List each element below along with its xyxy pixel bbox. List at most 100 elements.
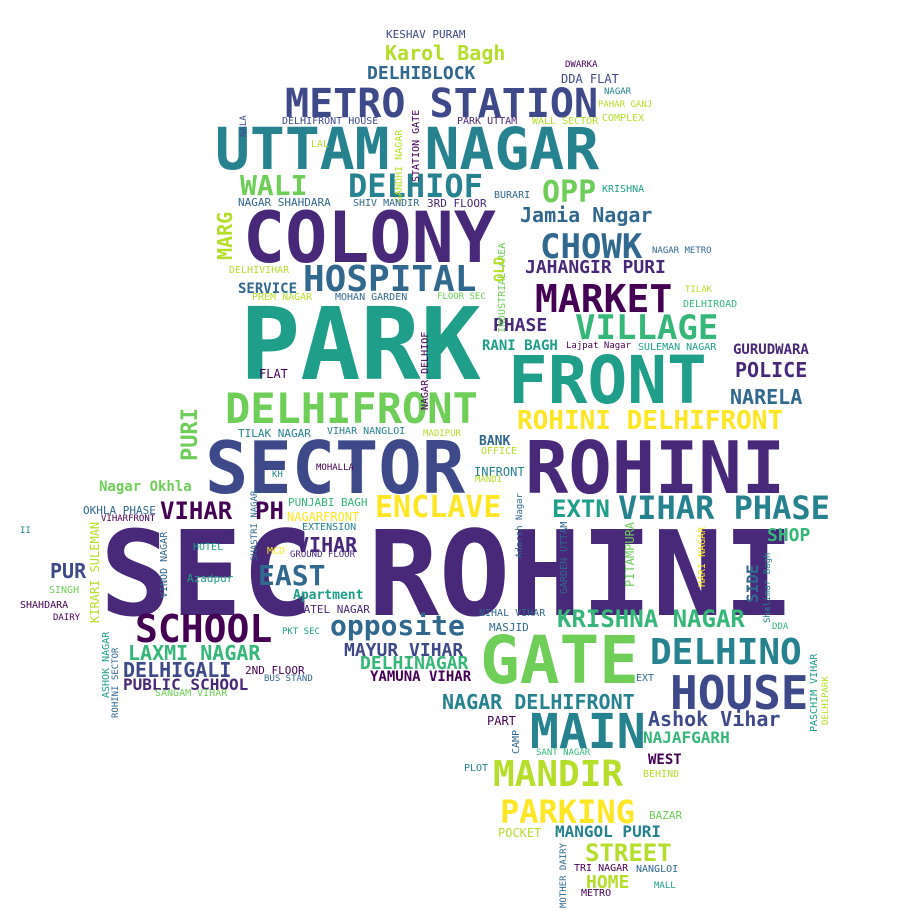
- word-gate: GATE: [480, 622, 639, 699]
- word-okhla-phase: OKHLA PHASE: [83, 504, 156, 517]
- word-nagarfront: NAGARFRONT: [287, 510, 360, 524]
- word-hari-nagar: HARI NAGAR: [697, 526, 708, 587]
- word-police: POLICE: [735, 358, 808, 382]
- word-puri-vertical: PURI: [178, 407, 203, 461]
- word-infront: INFRONT: [474, 465, 525, 479]
- word-gandhi-nagar: GANDHI NAGAR: [394, 129, 405, 202]
- word-delhifront-house: DELHIFRONT HOUSE: [282, 116, 379, 127]
- word-hospital: HOSPITAL: [303, 259, 477, 300]
- word-delhivihar: DELHIVIHAR: [229, 265, 290, 276]
- word-shalimar-bagh: Shalimar Bagh: [763, 552, 773, 624]
- word-ii: II: [20, 526, 31, 536]
- word-bank: BANK: [479, 434, 511, 449]
- word-office: OFFICE: [481, 446, 518, 457]
- word-kirari-suleman: KIRARI SULEMAN: [88, 521, 102, 623]
- word-school: SCHOOL: [135, 607, 273, 651]
- word-east: EAST: [258, 559, 326, 592]
- word-delhiof: DELHIOF: [348, 167, 483, 205]
- word-phase: PHASE: [493, 315, 548, 336]
- word-mother-dairy: MOTHER DAIRY: [559, 842, 569, 908]
- word-dairy: DAIRY: [53, 613, 81, 623]
- word-adarsh-nagar: Adarsh Nagar: [515, 492, 525, 558]
- word-paschim-vihar: PASCHIM VIHAR: [809, 653, 820, 732]
- word-rani-bagh: RANI BAGH: [482, 338, 558, 354]
- word-apartment: Apartment: [293, 588, 364, 603]
- word-village: VILLAGE: [575, 308, 719, 348]
- word-delhiroad: DELHIROAD: [683, 299, 738, 310]
- word-ashok-vihar: Ashok Vihar: [648, 707, 781, 731]
- word-shahdara: SHAHDARA: [20, 600, 69, 611]
- word-burari: BURARI: [494, 190, 531, 201]
- word-tilak: TILAK: [685, 285, 713, 295]
- word-delhifront: DELHIFRONT: [225, 384, 478, 433]
- word-lal: LAL: [311, 139, 330, 150]
- word-nagar-metro: NAGAR METRO: [652, 246, 712, 256]
- word-public-school: PUBLIC SCHOOL: [123, 675, 249, 694]
- word-sant-nagar: SANT NAGAR: [536, 748, 591, 758]
- word-rohini-delhifront: ROHINI DELHIFRONT: [517, 406, 784, 436]
- word-vihar-nangloi: VIHAR NANGLOI: [327, 426, 406, 437]
- word-dwarka: DWARKA: [565, 60, 598, 70]
- word-kh: KH: [272, 470, 283, 480]
- word-keshav-puram: KESHAV PURAM: [386, 28, 466, 41]
- word-vihar-2: VIHAR: [297, 533, 358, 557]
- word-viharfront: VIHARFRONT: [101, 514, 156, 524]
- word-rohini-sector: ROHINI SECTOR: [111, 647, 121, 719]
- word-karol-bagh: Karol Bagh: [385, 41, 506, 65]
- word-rohini-2: ROHINI: [525, 426, 786, 510]
- word-vihar-phase: VIHAR PHASE: [618, 489, 830, 527]
- word-vihar-1: VIHAR: [160, 497, 233, 525]
- word-delhipark: DELHIPARK: [821, 675, 831, 725]
- word-nagar-delhifront: NAGAR DELHIFRONT: [442, 690, 635, 714]
- word-nagar-shahdara: NAGAR SHAHDARA: [238, 196, 331, 209]
- word-chowk: CHOWK: [540, 227, 643, 267]
- word-pahar-ganj: PAHAR GANJ: [598, 100, 653, 110]
- word-metro-station: METRO STATION: [285, 81, 599, 127]
- word-shastri-nagar: SHASTRI NAGAR: [250, 490, 260, 562]
- word-tilak-nagar: TILAK NAGAR: [238, 427, 311, 440]
- word-part: PART: [487, 714, 516, 728]
- word-extension: EXTENSION: [302, 522, 357, 533]
- word-pkt-sec: PKT SEC: [282, 627, 320, 637]
- word-old: OLD: [492, 256, 508, 283]
- word-main: MAIN: [530, 704, 646, 760]
- word-hotel: HOTEL: [193, 542, 224, 553]
- word-park-uttam: PARK UTTAM: [457, 116, 518, 127]
- word-mohan-garden: MOHAN GARDEN: [335, 292, 408, 303]
- word-gurudwara: GURUDWARA: [733, 342, 809, 358]
- word-krishna: KRISHNA: [602, 184, 645, 195]
- word-prem-nagar: PREM NAGAR: [252, 292, 313, 303]
- word-ext: EXT: [636, 673, 655, 684]
- word-lajpat-nagar: Lajpat Nagar: [566, 341, 632, 351]
- word-nangloi: NANGLOI: [636, 864, 679, 875]
- word-singh: SINGH: [49, 585, 80, 596]
- word-azadpur: Azadpur: [187, 572, 234, 585]
- word-service: SERVICE: [238, 281, 298, 297]
- word-mohalla: MOHALLA: [316, 463, 354, 473]
- word-behind: BEHIND: [643, 769, 680, 780]
- word-colony: COLONY: [243, 197, 496, 279]
- word-mangol-puri: MANGOL PURI: [555, 822, 661, 841]
- word-nihal-vihar: NIHAL VIHAR: [479, 608, 546, 619]
- word-mcd: MCD: [267, 546, 286, 557]
- word-wali: WALI: [240, 169, 308, 202]
- word-delhinagar: DELHINAGAR: [360, 653, 469, 674]
- word-laxmi-nagar: LAXMI NAGAR: [128, 641, 261, 665]
- word-3rd-floor: 3RD FLOOR: [427, 197, 487, 210]
- word-garden-uttam: GARDEN UTTAM: [559, 521, 570, 594]
- word-opp: OPP: [542, 175, 597, 210]
- word-side: SIDE: [743, 564, 762, 604]
- word-pitampura: PITAMPURA: [623, 521, 637, 587]
- word-jahangir-puri: JAHANGIR PURI: [525, 257, 666, 278]
- word-patel-nagar: PATEL NAGAR: [297, 603, 370, 616]
- word-market: MARKET: [535, 277, 673, 321]
- word-mayur-vihar: MAYUR VIHAR: [344, 640, 464, 661]
- word-opposite: opposite: [330, 609, 465, 642]
- word-bus-stand: BUS STAND: [264, 674, 313, 684]
- word-wall-sector: WALL SECTOR: [532, 116, 599, 127]
- word-tri-nagar: TRI NAGAR: [574, 863, 629, 874]
- word-sector: SECTOR: [205, 426, 466, 510]
- word-yamuna-vihar: YAMUNA VIHAR: [370, 669, 472, 685]
- word-dda-flat: DDA FLAT: [561, 72, 619, 86]
